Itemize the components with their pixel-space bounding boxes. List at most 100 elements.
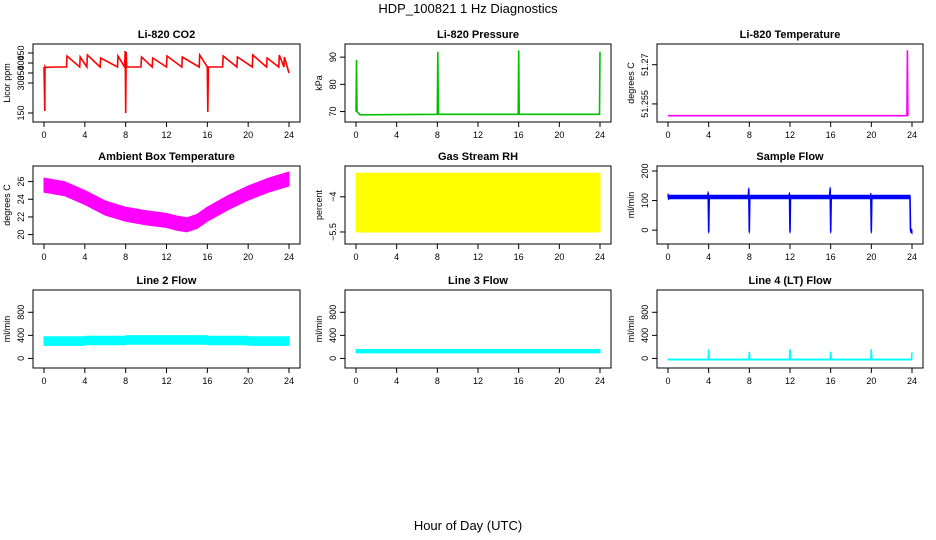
- x-tick-label: 20: [866, 376, 876, 386]
- x-tick-label: 16: [514, 252, 524, 262]
- x-tick-label: 8: [747, 252, 752, 262]
- x-tick-label: 0: [353, 130, 358, 140]
- x-tick-label: 20: [554, 130, 564, 140]
- series-line: [43, 50, 290, 114]
- x-tick-label: 8: [123, 252, 128, 262]
- series-line: [355, 50, 601, 116]
- x-tick-label: 20: [243, 130, 253, 140]
- x-tick-label: 24: [595, 130, 605, 140]
- x-tick-label: 8: [747, 376, 752, 386]
- x-tick-label: 4: [394, 252, 399, 262]
- y-axis-label: ml/min: [314, 316, 324, 343]
- y-axis-label: degrees C: [626, 62, 636, 104]
- y-tick-label: 70: [328, 107, 338, 117]
- panel-line-4-lt-flow: Line 4 (LT) Flow ml/min 0 4 8 12 16 20 24 0 400 800: [626, 275, 924, 386]
- x-tick-label: 16: [202, 130, 212, 140]
- y-tick-label: 80: [328, 79, 338, 89]
- panel-sample-flow: Sample Flow ml/min 0 4 8 12 16 20 24 0 100 200: [626, 151, 924, 262]
- series-band: [43, 171, 290, 233]
- x-tick-label: 16: [202, 376, 212, 386]
- series-line: [667, 188, 913, 233]
- x-tick-label: 24: [284, 130, 294, 140]
- y-tick-label: 22: [16, 212, 26, 222]
- panel-li-820-pressure: Li-820 Pressure kPa 0 4 8 12 16 20 24 70 80 90: [314, 29, 612, 140]
- y-axis-label: ml/min: [626, 316, 636, 343]
- y-tick-label: −5.5: [328, 223, 338, 241]
- y-tick-label: 400: [16, 328, 26, 343]
- y-tick-label: 200: [640, 163, 650, 178]
- x-tick-label: 4: [706, 376, 711, 386]
- x-tick-label: 4: [706, 252, 711, 262]
- panel-title: Li-820 Pressure: [437, 29, 519, 41]
- x-tick-label: 16: [826, 252, 836, 262]
- y-tick-label: 800: [16, 305, 26, 320]
- x-tick-label: 8: [123, 130, 128, 140]
- y-tick-label: 800: [640, 305, 650, 320]
- x-tick-label: 16: [826, 376, 836, 386]
- panel-gas-stream-rh: Gas Stream RH percent 0 4 8 12 16 20 24 −5.5 −4: [314, 151, 612, 262]
- x-tick-label: 24: [907, 252, 917, 262]
- x-tick-label: 16: [514, 130, 524, 140]
- x-tick-label: 24: [284, 252, 294, 262]
- y-tick-label: 450: [16, 45, 26, 60]
- y-tick-label: 0: [640, 356, 650, 361]
- x-tick-label: 8: [123, 376, 128, 386]
- series-line: [44, 339, 289, 342]
- x-tick-label: 16: [826, 130, 836, 140]
- x-tick-label: 24: [284, 376, 294, 386]
- x-tick-label: 4: [706, 130, 711, 140]
- y-tick-label: 0: [328, 356, 338, 361]
- series-line: [668, 50, 909, 117]
- x-tick-label: 12: [161, 130, 171, 140]
- x-tick-label: 20: [243, 376, 253, 386]
- x-tick-label: 12: [785, 130, 795, 140]
- x-tick-label: 24: [595, 376, 605, 386]
- x-tick-label: 4: [82, 252, 87, 262]
- x-tick-label: 0: [41, 130, 46, 140]
- x-tick-label: 4: [82, 130, 87, 140]
- y-axis-label: degrees C: [2, 184, 12, 226]
- panel-title: Line 2 Flow: [137, 275, 197, 287]
- plot-frame: [344, 43, 612, 123]
- x-tick-label: 8: [435, 252, 440, 262]
- y-axis-label: Licor ppm: [2, 63, 12, 103]
- x-tick-label: 0: [41, 376, 46, 386]
- y-tick-label: 0: [640, 228, 650, 233]
- x-tick-label: 12: [473, 376, 483, 386]
- panel-line-2-flow: Line 2 Flow ml/min 0 4 8 12 16 20 24 0 400 800: [2, 275, 301, 386]
- plot-frame: [656, 43, 924, 123]
- panel-title: Li-820 CO2: [138, 29, 195, 41]
- series-line: [43, 178, 290, 226]
- x-tick-label: 20: [243, 252, 253, 262]
- x-tick-label: 20: [554, 252, 564, 262]
- y-axis-label: kPa: [314, 75, 324, 91]
- x-tick-label: 16: [202, 252, 212, 262]
- x-tick-label: 12: [785, 376, 795, 386]
- x-tick-label: 12: [785, 252, 795, 262]
- y-tick-label: 51.27: [640, 53, 650, 76]
- figure-title: HDP_100821 1 Hz Diagnostics: [378, 1, 558, 16]
- x-tick-label: 12: [161, 252, 171, 262]
- x-tick-label: 4: [394, 130, 399, 140]
- y-tick-label: 300: [16, 75, 26, 90]
- y-tick-label: 24: [16, 194, 26, 204]
- x-tick-label: 20: [866, 130, 876, 140]
- panel-li-820-temperature: Li-820 Temperature degrees C 0 4 8 12 16 20 24 51…: [626, 29, 924, 140]
- x-tick-label: 0: [665, 252, 670, 262]
- x-tick-label: 0: [353, 252, 358, 262]
- panel-title: Ambient Box Temperature: [98, 151, 235, 163]
- y-tick-label: −4: [328, 192, 338, 202]
- x-tick-label: 12: [473, 252, 483, 262]
- panel-title: Gas Stream RH: [438, 151, 518, 163]
- plot-frame: [32, 165, 301, 245]
- y-axis-label: ml/min: [2, 316, 12, 343]
- y-axis-label: ml/min: [626, 192, 636, 219]
- x-tick-label: 0: [41, 252, 46, 262]
- x-tick-label: 24: [595, 252, 605, 262]
- x-tick-label: 20: [866, 252, 876, 262]
- y-tick-label: 90: [328, 52, 338, 62]
- panel-title: Li-820 Temperature: [740, 29, 841, 41]
- x-tick-label: 16: [514, 376, 524, 386]
- y-axis-label: percent: [314, 189, 324, 220]
